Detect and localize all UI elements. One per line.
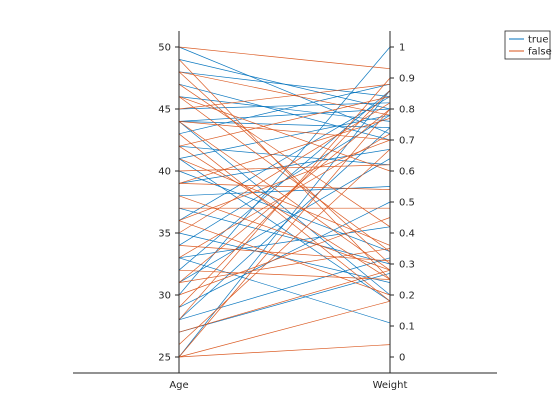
series-false-line-5: [178, 83, 391, 110]
weight-tick-label: 0.4: [399, 229, 415, 240]
series-true-line-29: [178, 158, 391, 302]
age-tick-label: 30: [158, 291, 171, 302]
axes-layer: 25 30 35 40 45 50 0 0.1 0.2 0.3 0.4 0.5 0.6 0.7 0.8 0.9…: [73, 31, 497, 391]
weight-tick-label: 1: [399, 43, 405, 54]
weight-tick-label: 0.1: [399, 322, 415, 333]
series-false-line-24: [178, 149, 391, 345]
series-false-line-22: [178, 77, 391, 321]
series-false-line-19: [178, 108, 391, 283]
weight-tick-label: 0.5: [399, 198, 415, 209]
series-false-line-25: [178, 344, 391, 358]
series-true-line-19: [178, 257, 391, 324]
age-tick-label: 35: [158, 229, 171, 240]
series-false-line-33: [178, 248, 391, 283]
series-false-line-4: [178, 96, 391, 252]
series-true-line-0: [178, 46, 391, 135]
age-tick-label: 40: [158, 167, 171, 178]
series-true-line-8: [178, 83, 391, 135]
age-tick-label: 50: [158, 43, 171, 54]
series-false-line-32: [178, 139, 391, 221]
series-true-line-10: [178, 114, 391, 159]
series-false-line-14: [178, 220, 391, 296]
series-false-line-26: [178, 108, 391, 358]
series-true-line-23: [178, 201, 391, 308]
series-true-line-3: [178, 83, 391, 141]
polylines-layer: [178, 46, 391, 358]
series-true-line-28: [178, 108, 391, 122]
series-false-line-8: [178, 96, 391, 147]
series-false-line-1: [178, 59, 391, 280]
series-true-line-21: [178, 158, 391, 283]
series-false-line-20: [178, 217, 391, 296]
series-true-line-26: [178, 272, 391, 333]
series-true-line-13: [178, 186, 391, 197]
legend-box: [504, 30, 551, 60]
weight-tick-label: 0.3: [399, 260, 415, 271]
series-false-line-7: [178, 133, 391, 302]
series-false-line-3: [178, 83, 391, 228]
series-false-line-18: [178, 269, 391, 280]
weight-tick-label: 0.8: [399, 105, 415, 116]
legend-label-true: true: [528, 35, 549, 46]
series-false-line-29: [178, 145, 391, 280]
series-true-line-15: [178, 96, 391, 221]
series-false-line-16: [178, 245, 391, 262]
series-false-line-23: [178, 269, 391, 333]
series-false-line-9: [178, 158, 391, 246]
weight-tick-label: 0.2: [399, 291, 415, 302]
age-tick-label: 25: [158, 353, 171, 364]
series-false-line-11: [178, 117, 391, 184]
series-false-line-27: [178, 300, 391, 358]
series-false-line-0: [178, 46, 391, 70]
weight-tick-label: 0.9: [399, 74, 415, 85]
series-false-line-30: [178, 121, 391, 141]
legend-label-false: false: [528, 47, 552, 58]
weight-axis-label: Weight: [373, 380, 408, 391]
weight-tick-label: 0.7: [399, 136, 415, 147]
age-tick-label: 45: [158, 105, 171, 116]
weight-tick-label: 0: [399, 353, 405, 364]
series-true-line-24: [178, 257, 391, 321]
series-false-line-28: [178, 183, 391, 190]
series-false-line-31: [178, 96, 391, 172]
age-axis-label: Age: [169, 380, 188, 391]
series-false: [178, 46, 391, 358]
series-false-line-2: [178, 71, 391, 116]
series-true-line-12: [178, 148, 391, 184]
series-true-line-27: [178, 90, 391, 358]
series-true-line-14: [178, 207, 391, 265]
series-false-line-34: [178, 71, 391, 265]
weight-tick-label: 0.6: [399, 167, 415, 178]
